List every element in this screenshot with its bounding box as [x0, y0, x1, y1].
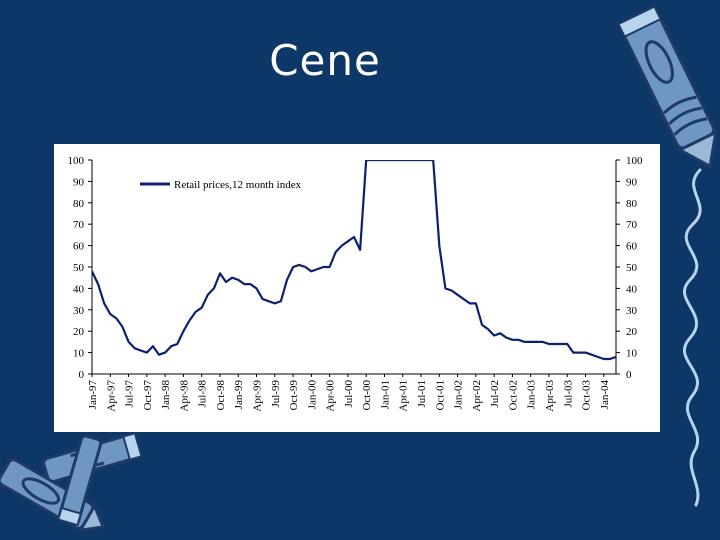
x-tick-label: Oct-03 [581, 380, 593, 411]
y-tick-label-left: 30 [73, 305, 85, 317]
y-tick-label-right: 20 [626, 326, 638, 338]
x-tick-label: Jul-99 [270, 380, 282, 408]
y-tick-label-right: 80 [626, 198, 638, 210]
y-tick-label-left: 100 [68, 155, 85, 167]
y-tick-label-left: 0 [79, 369, 85, 381]
y-tick-label-left: 60 [73, 241, 85, 253]
x-tick-label: Jan-97 [87, 380, 99, 410]
x-tick-label: Oct-99 [288, 380, 300, 411]
y-tick-label-right: 40 [626, 283, 638, 295]
slide-title: Cene [269, 36, 381, 85]
y-tick-label-left: 40 [73, 283, 85, 295]
scribble-line [682, 168, 702, 507]
y-tick-label-right: 10 [626, 348, 638, 360]
chart-legend: Retail prices,12 month index [140, 179, 302, 191]
x-tick-label: Oct-00 [361, 380, 373, 411]
x-tick-label: Jan-99 [233, 380, 245, 410]
x-tick-label: Jul-02 [489, 380, 501, 408]
x-tick-label: Oct-01 [434, 380, 446, 411]
x-tick-label: Jan-01 [379, 380, 391, 409]
legend-label: Retail prices,12 month index [174, 179, 302, 191]
x-tick-label: Apr-97 [105, 380, 117, 412]
x-tick-label: Jan-03 [526, 380, 538, 410]
x-tick-label: Jul-97 [124, 380, 136, 408]
x-tick-label: Oct-02 [507, 380, 519, 411]
x-tick-label: Apr-98 [178, 380, 190, 412]
x-tick-label: Apr-03 [544, 380, 556, 412]
y-tick-label-right: 100 [626, 155, 643, 167]
x-tick-label: Apr-00 [325, 380, 337, 412]
x-tick-label: Oct-98 [215, 380, 227, 411]
y-tick-label-right: 50 [626, 262, 638, 274]
x-tick-label: Jul-01 [416, 380, 428, 408]
y-tick-label-left: 90 [73, 176, 85, 188]
x-tick-label: Jul-00 [343, 380, 355, 408]
x-tick-label: Jan-02 [453, 380, 465, 409]
crayons-icon [0, 431, 143, 533]
x-tick-label: Apr-02 [471, 380, 483, 412]
x-tick-label: Oct-97 [142, 380, 154, 411]
chart-panel: 0 0 10 10 20 20 30 30 40 40 50 50 60 60 70 70 80 80 90 90 10… [54, 144, 660, 432]
chart-series [92, 160, 616, 361]
x-tick-label: Jul-98 [197, 380, 209, 408]
x-tick-label: Apr-99 [252, 380, 264, 412]
x-tick-label: Apr-01 [398, 380, 410, 412]
y-tick-label-right: 90 [626, 176, 638, 188]
y-tick-label-left: 80 [73, 198, 85, 210]
x-tick-label: Jan-04 [599, 380, 611, 410]
y-tick-label-right: 0 [626, 369, 632, 381]
y-tick-label-right: 70 [626, 219, 638, 231]
x-tick-label: Jan-00 [306, 380, 318, 410]
y-tick-label-left: 20 [73, 326, 85, 338]
x-tick-label: Jan-98 [160, 380, 172, 410]
chart-ticks: 0 0 10 10 20 20 30 30 40 40 50 50 60 60 70 70 80 80 90 90 10… [68, 155, 644, 412]
x-tick-label: Jul-03 [562, 380, 574, 408]
y-tick-label-left: 50 [73, 262, 85, 274]
y-tick-label-right: 60 [626, 241, 638, 253]
y-tick-label-left: 10 [73, 348, 85, 360]
y-tick-label-right: 30 [626, 305, 638, 317]
retail-prices-chart: 0 0 10 10 20 20 30 30 40 40 50 50 60 60 70 70 80 80 90 90 10… [68, 155, 644, 412]
y-tick-label-left: 70 [73, 219, 85, 231]
series-line-retail-prices [92, 160, 616, 361]
